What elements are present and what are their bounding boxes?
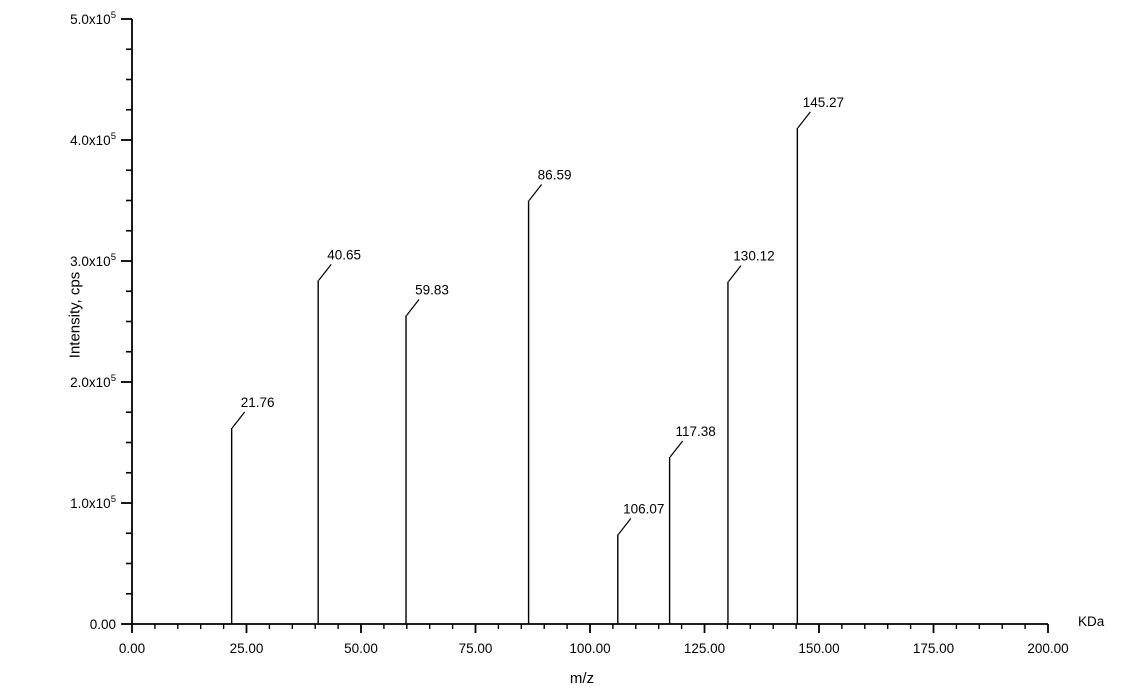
peak-leader-line bbox=[528, 184, 543, 201]
peak-label: 40.65 bbox=[327, 247, 361, 262]
peak-leader-line bbox=[797, 111, 811, 129]
x-tick-label: 200.00 bbox=[1027, 641, 1068, 656]
y-tick-label: 3.0x105 bbox=[70, 252, 116, 269]
y-tick-label: 5.0x105 bbox=[70, 10, 116, 27]
x-axis-title: m/z bbox=[569, 670, 595, 687]
x-tick-label: 75.00 bbox=[459, 641, 493, 656]
peak-leader-line bbox=[406, 299, 420, 316]
x-tick-label: 25.00 bbox=[230, 641, 264, 656]
peak-label: 117.38 bbox=[675, 424, 715, 439]
peak-label: 145.27 bbox=[803, 95, 844, 110]
x-tick-label: 0.00 bbox=[119, 641, 145, 656]
x-axis-unit-label: KDa bbox=[1078, 614, 1105, 629]
y-axis-title: Intensity, cps bbox=[66, 271, 84, 359]
x-tick-label: 50.00 bbox=[344, 641, 378, 656]
peak-label: 106.07 bbox=[623, 501, 664, 516]
x-tick-label: 100.00 bbox=[569, 641, 610, 656]
peak-label: 21.76 bbox=[241, 395, 275, 410]
peak-leader-line bbox=[727, 265, 742, 282]
y-tick-label: 4.0x105 bbox=[70, 131, 116, 148]
peak-leader-line bbox=[231, 411, 246, 429]
x-tick-label: 175.00 bbox=[913, 641, 954, 656]
y-tick-label: 2.0x105 bbox=[70, 373, 116, 390]
peak-leader-line bbox=[318, 263, 332, 281]
peak-label: 86.59 bbox=[538, 168, 572, 183]
peak-label: 59.83 bbox=[415, 282, 449, 297]
y-tick-label: 1.0x105 bbox=[70, 494, 116, 511]
peak-label: 130.12 bbox=[733, 249, 774, 264]
x-tick-label: 150.00 bbox=[798, 641, 839, 656]
peak-leader-line bbox=[617, 518, 632, 535]
x-tick-label: 125.00 bbox=[684, 641, 725, 656]
peak-leader-line bbox=[669, 440, 684, 458]
y-tick-label: 0.00 bbox=[90, 617, 116, 632]
